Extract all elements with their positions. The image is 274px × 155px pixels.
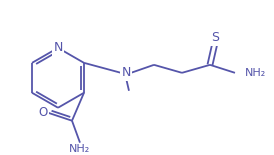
Text: S: S — [211, 31, 219, 44]
Text: N: N — [121, 66, 131, 79]
Text: N: N — [53, 41, 63, 54]
Text: O: O — [38, 106, 48, 119]
Text: NH₂: NH₂ — [69, 144, 91, 154]
Text: NH₂: NH₂ — [245, 68, 266, 78]
